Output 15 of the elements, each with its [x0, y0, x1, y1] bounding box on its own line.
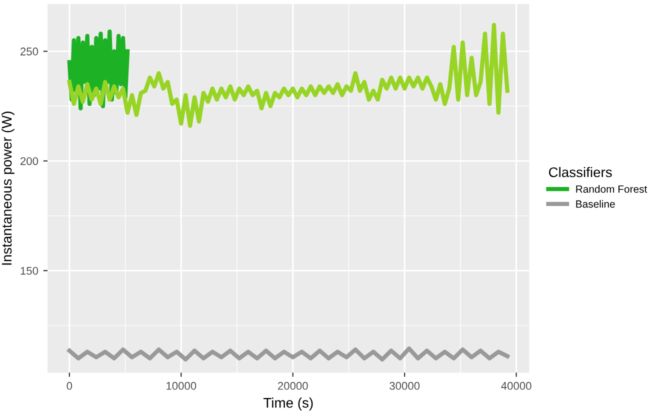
legend-label: Baseline [576, 200, 615, 208]
legend-label: Random Forest [576, 185, 648, 193]
y-tick-label: 150 [20, 266, 38, 275]
x-axis-title: Time (s) [264, 398, 313, 410]
y-tick-label: 250 [20, 48, 38, 56]
legend-title: Classifiers [548, 166, 612, 178]
line-series [67, 22, 510, 128]
x-tick-label: 40000 [501, 382, 532, 390]
y-axis-title: Instantaneous power (W) [1, 112, 14, 265]
y-tick-label: 200 [20, 157, 38, 166]
x-tick-label: 10000 [166, 382, 196, 390]
line-series [67, 346, 510, 362]
x-tick-label: 30000 [390, 382, 420, 390]
x-tick-label: 0 [66, 382, 72, 390]
x-tick-label: 20000 [278, 382, 308, 390]
